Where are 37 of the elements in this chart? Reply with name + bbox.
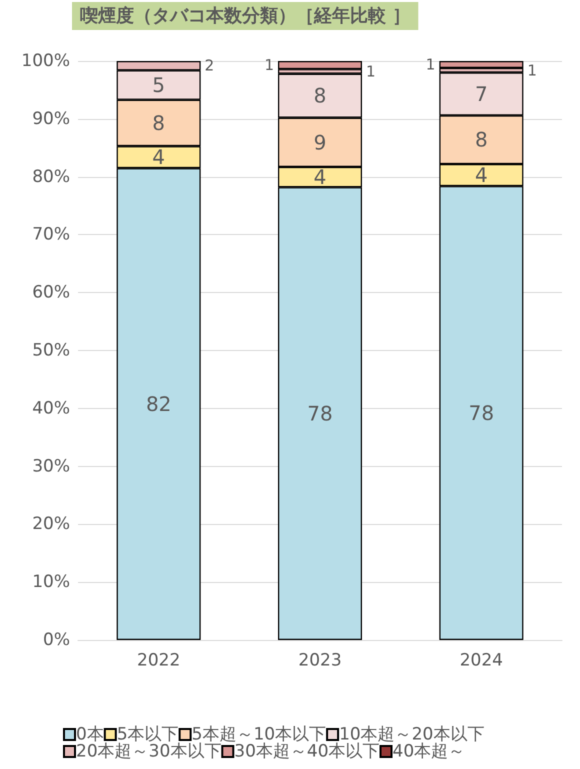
data-label: 9 [314,130,326,154]
data-label: 5 [152,73,166,98]
data-label: 78 [468,401,494,426]
x-tick-label: 2023 [298,650,342,670]
y-tick-label: 80% [32,166,70,187]
y-tick-label: 100% [21,51,70,71]
data-label: 1 [264,56,274,74]
y-tick-label: 90% [32,108,70,129]
data-label: 1 [527,61,537,80]
legend-label: 0本 [76,724,104,744]
y-tick-label: 30% [32,456,70,476]
y-tick-label: 20% [32,514,70,534]
y-tick-label: 0% [43,630,70,650]
data-label: 8 [474,128,488,152]
x-tick-label: 2024 [460,650,503,670]
y-tick-label: 60% [32,282,70,303]
data-label: 4 [314,165,326,190]
y-tick-label: 70% [32,224,70,245]
data-label: 7 [474,82,488,106]
chart-title: 喫煙度（タバコ本数分類）［経年比較 ］ [80,6,410,26]
y-tick-label: 40% [32,398,70,418]
legend-label: 40本超～ [392,742,466,762]
data-label: 1 [426,55,436,74]
data-label: 78 [307,402,333,426]
legend-label: 30本超～40本以下 [234,742,380,762]
data-label: 82 [146,392,172,416]
y-tick-label: 50% [32,340,70,360]
data-label: 8 [314,84,326,108]
bar [278,61,362,70]
legend-label: 20本超～30本以下 [76,742,222,762]
y-tick-label: 10% [32,572,70,592]
data-label: 4 [474,163,488,188]
x-tick-label: 2022 [137,650,180,670]
data-label: 8 [152,110,166,135]
data-label: 4 [152,145,166,170]
data-label: 1 [366,62,376,80]
data-label: 2 [204,56,214,75]
